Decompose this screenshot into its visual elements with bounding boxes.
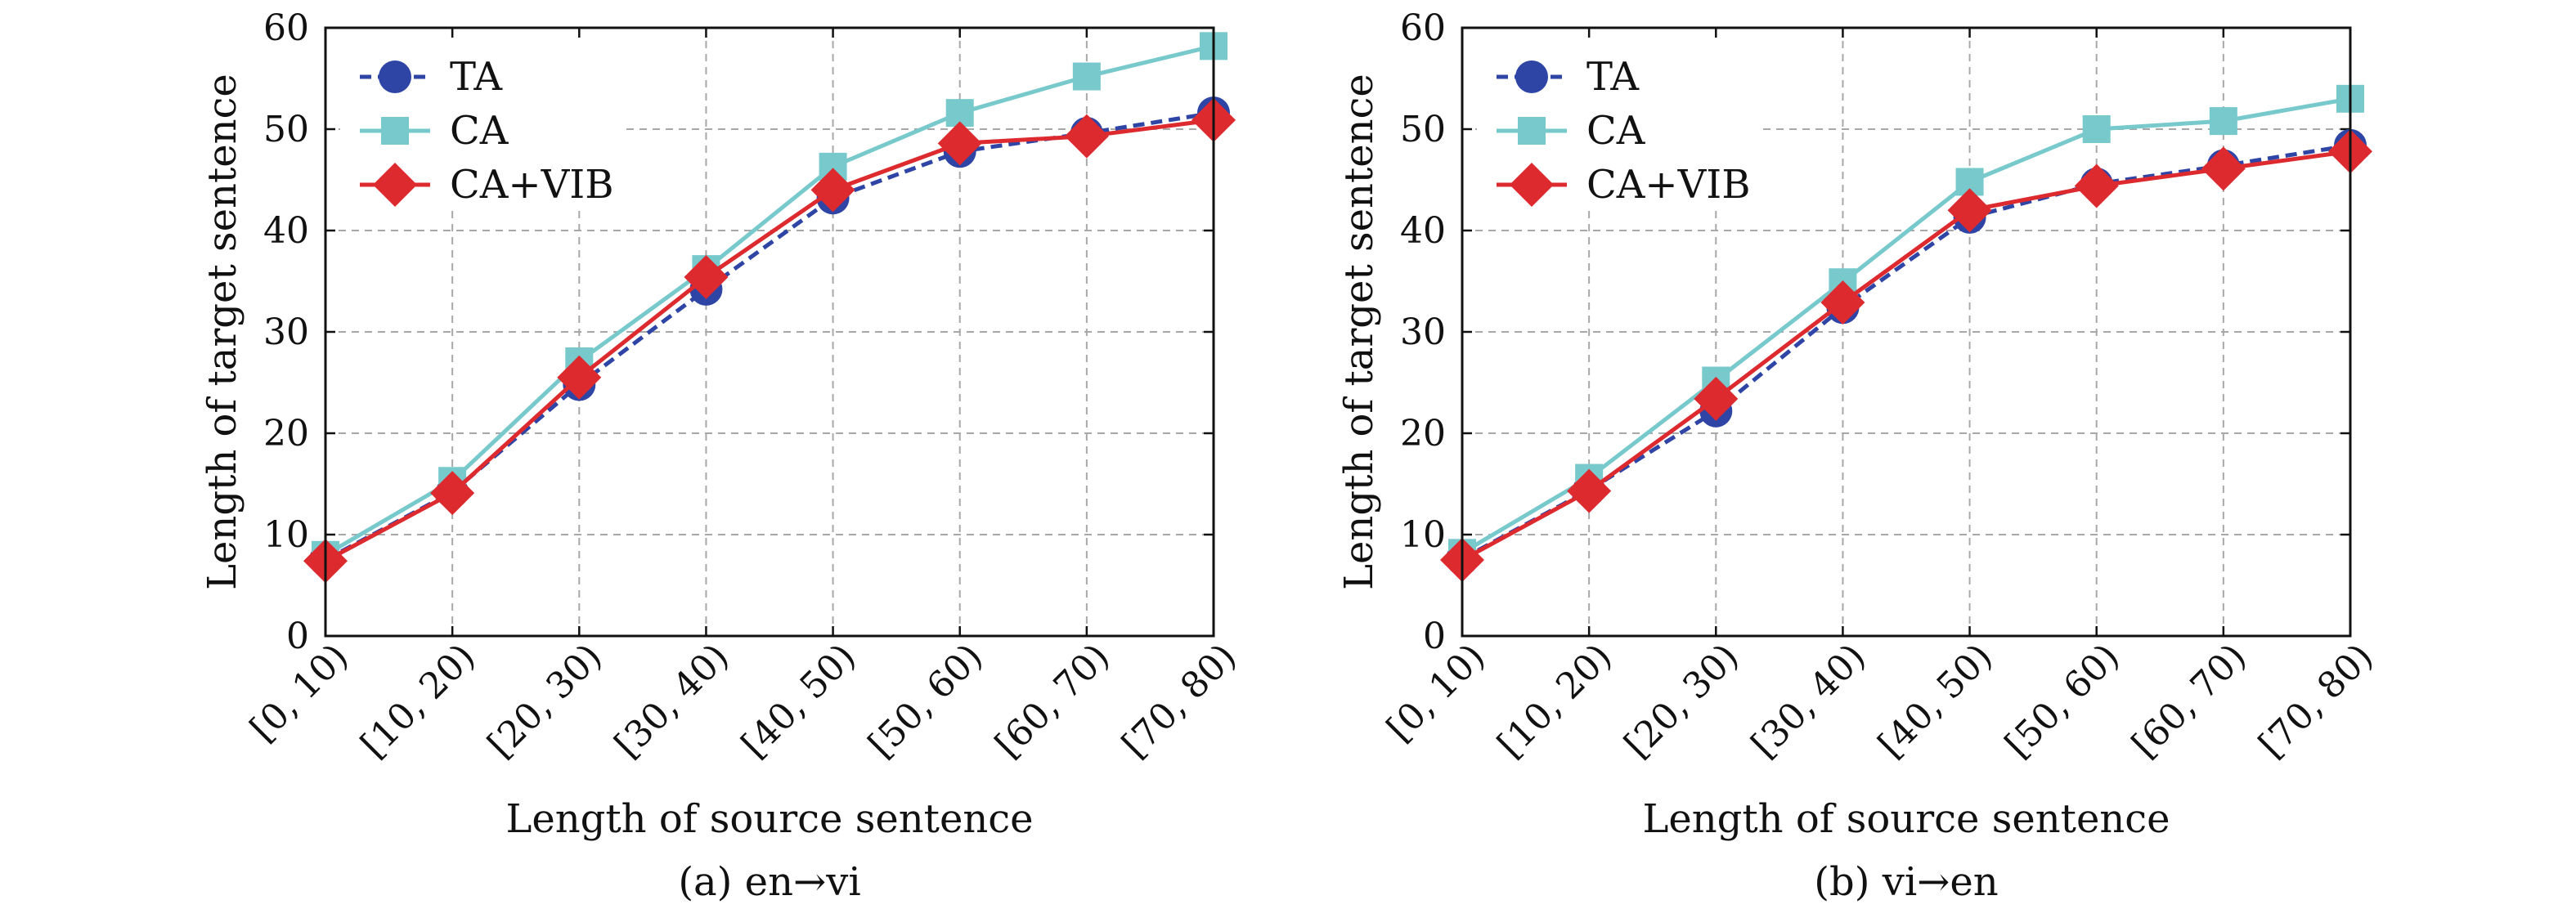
data-point xyxy=(2209,107,2237,136)
x-tick-label: [30, 40) xyxy=(607,636,737,766)
data-point xyxy=(557,355,602,400)
grid xyxy=(325,28,1214,636)
x-tick-label: [70, 80) xyxy=(1114,636,1244,766)
series-line xyxy=(1461,149,2351,562)
data-point xyxy=(684,255,729,300)
y-tick-label: 40 xyxy=(1400,210,1446,252)
x-tick-label: [20, 30) xyxy=(480,636,610,766)
series-ca xyxy=(312,32,1227,569)
y-tick-label: 50 xyxy=(263,109,309,150)
legend-label: CA+VIB xyxy=(1586,162,1751,208)
y-tick-label: 10 xyxy=(1400,514,1446,556)
series-line xyxy=(1461,96,2351,555)
data-point xyxy=(2074,163,2119,208)
x-tick-label: [10, 20) xyxy=(353,636,483,766)
legend-marker xyxy=(373,163,417,207)
y-tick-label: 30 xyxy=(263,311,309,353)
series-line xyxy=(324,43,1214,557)
legend-label: TA xyxy=(450,54,503,100)
y-tick-label: 10 xyxy=(263,514,309,556)
y-tick-label: 60 xyxy=(1400,7,1446,49)
series-ca-vib xyxy=(1440,129,2372,582)
data-point xyxy=(2201,146,2246,191)
y-tick-label: 0 xyxy=(1423,616,1446,657)
plot-frame xyxy=(324,26,1215,638)
subfigure-caption: (a) en→vi xyxy=(678,859,860,905)
y-tick-label: 20 xyxy=(263,413,309,454)
data-point xyxy=(1072,62,1101,91)
y-axis-label: Length of target sentence xyxy=(200,74,245,590)
x-axis-label: Length of source sentence xyxy=(505,796,1033,842)
legend-marker xyxy=(379,60,411,93)
y-axis-label: Length of target sentence xyxy=(1336,74,1382,590)
legend-marker xyxy=(1515,60,1548,93)
plot-frame xyxy=(1461,26,2352,638)
legend-label: CA+VIB xyxy=(450,162,614,208)
y-tick-label: 50 xyxy=(1400,109,1446,150)
data-point xyxy=(1694,376,1739,421)
x-tick-label: [10, 20) xyxy=(1490,636,1620,766)
x-tick-label: [50, 60) xyxy=(860,636,990,766)
y-tick-label: 60 xyxy=(263,7,309,49)
y-tick-label: 20 xyxy=(1400,413,1446,454)
series-line xyxy=(324,118,1214,563)
legend-marker xyxy=(1518,117,1546,145)
x-tick-label: [50, 60) xyxy=(1997,636,2127,766)
data-point xyxy=(1947,188,1992,233)
legend-label: CA xyxy=(1586,108,1646,154)
data-point xyxy=(937,121,982,166)
x-tick-label: [30, 40) xyxy=(1744,636,1874,766)
x-tick-label: [40, 50) xyxy=(1870,636,2000,766)
data-point xyxy=(1064,114,1109,159)
legend: TA CA CA+VIB xyxy=(1477,39,1760,209)
y-tick-label: 30 xyxy=(1400,311,1446,353)
x-axis-label: Length of source sentence xyxy=(1642,796,2170,842)
legend: TA CA CA+VIB xyxy=(340,39,623,209)
subfigure-caption: (b) vi→en xyxy=(1814,859,1998,905)
data-point xyxy=(1820,280,1865,325)
x-tick-label: [40, 50) xyxy=(734,636,864,766)
data-point xyxy=(810,168,855,213)
y-tick-label: 40 xyxy=(263,210,309,252)
legend-marker xyxy=(1510,163,1554,207)
legend-marker xyxy=(381,117,409,145)
legend-label: CA xyxy=(450,108,509,154)
y-tick-label: 0 xyxy=(286,616,309,657)
x-tick-label: [70, 80) xyxy=(2251,636,2381,766)
data-point xyxy=(2082,115,2111,143)
x-tick-label: [20, 30) xyxy=(1617,636,1747,766)
x-tick-label: [60, 70) xyxy=(987,636,1117,766)
legend-label: TA xyxy=(1586,54,1640,100)
data-point xyxy=(1567,468,1612,513)
x-tick-label: [60, 70) xyxy=(2124,636,2254,766)
data-point xyxy=(430,471,475,516)
series-ca-vib xyxy=(303,97,1236,584)
